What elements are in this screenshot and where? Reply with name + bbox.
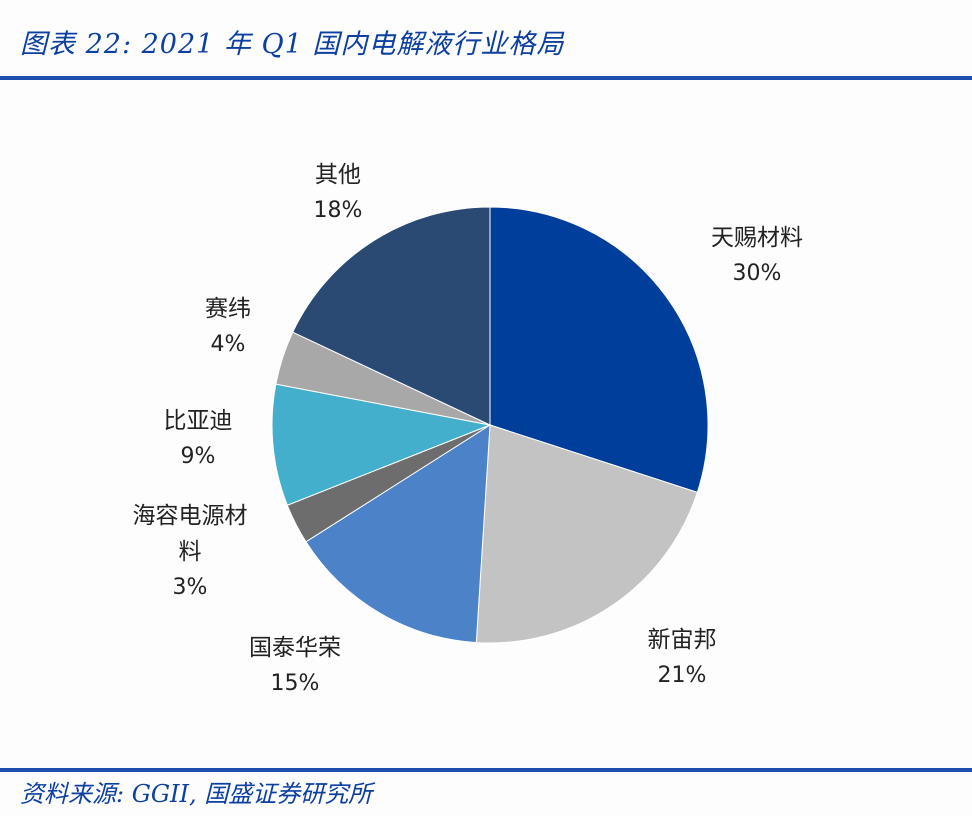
slice-label-percent: 15% <box>270 671 320 696</box>
slice-label-percent: 30% <box>732 261 782 286</box>
pie-slice <box>292 206 491 426</box>
slice-label: 比亚迪 9% <box>164 403 233 475</box>
pie-slice <box>305 424 491 644</box>
pie-slice <box>271 383 492 506</box>
slice-label: 赛纬 4% <box>205 291 251 363</box>
slice-label-percent: 9% <box>180 444 216 469</box>
slice-label-percent: 3% <box>172 575 208 600</box>
figure-title: 图表 22: 2021 年 Q1 国内电解液行业格局 <box>20 29 565 60</box>
title-divider <box>0 76 972 80</box>
slice-label-name: 海容电源材 <box>132 503 248 529</box>
slice-label-percent: 18% <box>313 198 363 223</box>
slice-label-name: 比亚迪 <box>163 408 233 434</box>
slice-label-name: 赛纬 <box>205 296 251 322</box>
slice-label-name: 其他 <box>315 162 361 188</box>
source-divider <box>0 768 972 772</box>
slice-label-name: 天赐材料 <box>711 225 803 251</box>
slice-label-name: 国泰华荣 <box>249 635 341 661</box>
source-note: 资料来源: GGII, 国盛证券研究所 <box>20 780 373 808</box>
slice-label: 天赐材料 30% <box>711 220 803 292</box>
slice-label-name: 新宙邦 <box>647 627 717 653</box>
slice-label: 新宙邦 21% <box>648 622 717 694</box>
slice-label: 海容电源材料 3% <box>133 498 248 606</box>
slice-label-percent: 21% <box>657 663 707 688</box>
slice-label: 其他 18% <box>314 157 363 229</box>
pie-slice <box>489 206 709 493</box>
slice-label: 国泰华荣 15% <box>249 630 341 702</box>
slice-label-percent: 4% <box>210 332 246 357</box>
pie-slice <box>475 424 698 644</box>
slice-label-name-cont: 料 <box>178 539 202 565</box>
